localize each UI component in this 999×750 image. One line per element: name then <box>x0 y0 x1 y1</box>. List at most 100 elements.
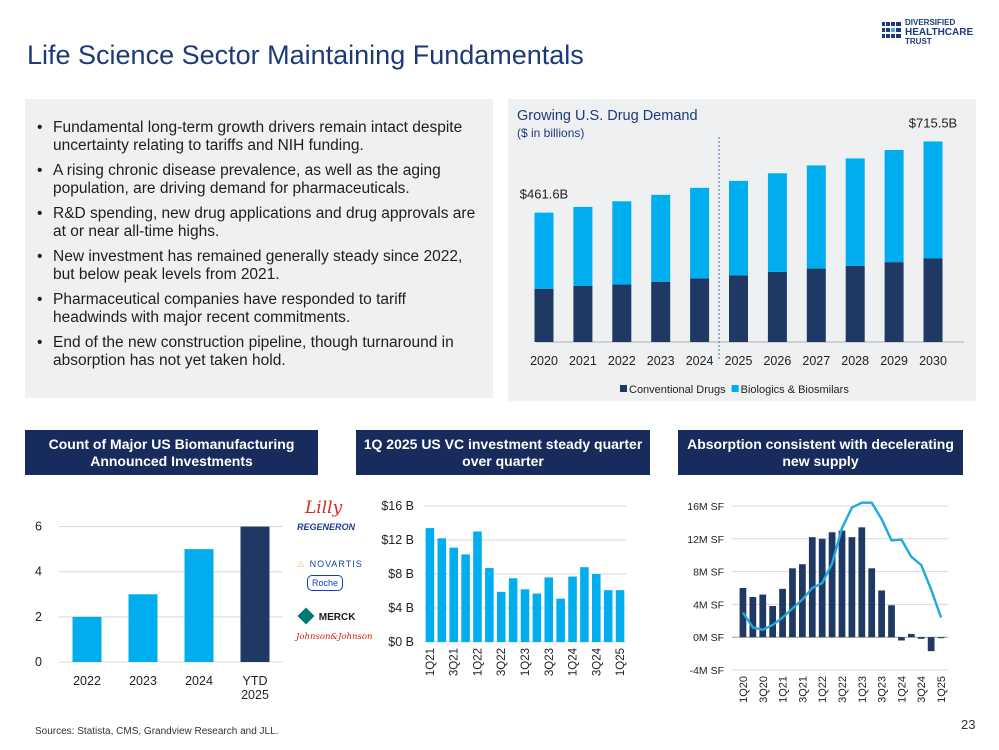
vc-bar <box>461 554 470 642</box>
abs-bar <box>937 637 945 639</box>
vc-x-tick: 3Q21 <box>449 648 461 676</box>
drug-x-tick: 2022 <box>608 354 636 368</box>
vc-bar <box>568 576 577 642</box>
abs-bar <box>818 538 826 638</box>
drug-bar-biologics <box>767 173 787 272</box>
vc-x-tick: 1Q24 <box>568 647 580 676</box>
vc-investment-chart: $0 B $4 B $8 B $12 B $16 B 1Q21 3Q21 1Q22 3Q22 1Q… <box>381 499 627 676</box>
abs-x-tick: 1Q22 <box>817 676 829 703</box>
abs-x-tick: 3Q22 <box>837 676 849 703</box>
abs-bar <box>888 605 895 638</box>
bullet-panel: Fundamental long-term growth drivers rem… <box>25 99 493 398</box>
drug-bar-conventional <box>534 288 554 342</box>
logo-line-1: DIVERSIFIED <box>905 18 956 27</box>
vc-x-tick: 1Q21 <box>425 648 437 676</box>
drug-bar-conventional <box>806 268 826 342</box>
drug-legend-swatch <box>731 385 739 392</box>
vc-bar <box>615 590 625 642</box>
abs-bar <box>917 637 925 639</box>
biomanufacturing-header: Count of Major US Biomanufacturing Annou… <box>25 430 318 475</box>
bio-x-tick: YTD <box>243 674 268 688</box>
vc-bar <box>556 598 565 642</box>
bio-bar <box>240 526 270 662</box>
drug-bar-conventional <box>729 275 748 342</box>
drug-bar-biologics <box>729 180 748 276</box>
drug-legend-label: Conventional Drugs <box>629 384 726 396</box>
vc-bar <box>520 589 530 642</box>
vc-y-tick: $12 B <box>381 533 414 547</box>
drug-bar-biologics <box>612 201 632 285</box>
page-number: 23 <box>961 717 976 732</box>
novartis-flame-icon: ♨ <box>297 559 307 569</box>
vc-bar <box>508 578 518 642</box>
drug-bar-biologics <box>806 165 826 269</box>
company-merck: MERCK <box>297 607 356 625</box>
drug-x-tick: 2025 <box>725 354 753 368</box>
drug-bar-conventional <box>651 281 671 342</box>
drug-x-tick: 2020 <box>530 354 558 368</box>
vc-y-tick: $4 B <box>388 601 414 615</box>
drug-x-tick: 2030 <box>919 354 947 368</box>
logo-line-2: HEALTHCARE <box>905 26 974 38</box>
company-logo: DIVERSIFIED HEALTHCARE TRUST <box>882 18 982 49</box>
abs-x-tick: 1Q25 <box>936 676 948 703</box>
vc-x-tick: 3Q22 <box>496 648 508 676</box>
drug-legend-swatch <box>620 385 627 392</box>
vc-bar <box>580 567 589 642</box>
bio-bar <box>72 616 102 662</box>
company-novartis-label: NOVARTIS <box>309 559 363 569</box>
vc-bar <box>496 591 506 642</box>
vc-y-tick: $8 B <box>388 567 414 581</box>
logo-grid-icon <box>882 22 901 38</box>
abs-x-tick: 3Q20 <box>758 676 770 703</box>
bullet-item: New investment has remained generally st… <box>35 248 479 284</box>
vc-x-tick: 1Q23 <box>520 648 532 676</box>
drug-bar-conventional <box>573 285 593 342</box>
drug-x-tick: 2024 <box>686 354 714 368</box>
bio-y-tick: 4 <box>35 565 42 579</box>
bio-x-tick: 2024 <box>185 674 213 688</box>
drug-bar-conventional <box>767 271 787 342</box>
vc-y-tick: $0 B <box>388 635 414 649</box>
drug-bar-biologics <box>884 150 904 263</box>
sources-footnote: Sources: Statista, CMS, Grandview Resear… <box>35 726 279 737</box>
drug-x-tick: 2029 <box>880 354 908 368</box>
drug-x-tick: 2028 <box>841 354 869 368</box>
drug-demand-chart: 2020 2021 2022 2023 2024 2025 2026 2027 2028 2029… <box>520 115 964 396</box>
abs-bar <box>927 637 935 652</box>
vc-investment-header: 1Q 2025 US VC investment steady quarter … <box>356 430 650 475</box>
bullet-item: Pharmaceutical companies have responded … <box>35 291 479 327</box>
drug-bar-biologics <box>651 194 671 282</box>
company-merck-label: MERCK <box>318 612 356 623</box>
absorption-chart: -4M SF 0M SF 4M SF 8M SF 12M SF 16M SF 1Q20 3Q2… <box>687 501 948 703</box>
bullet-item: Fundamental long-term growth drivers rem… <box>35 119 479 155</box>
abs-bar <box>858 527 866 638</box>
company-novartis: ♨ NOVARTIS <box>297 559 363 570</box>
vc-x-tick: 3Q24 <box>591 647 603 676</box>
vc-bar <box>544 577 554 642</box>
vc-x-tick: 1Q22 <box>472 648 484 676</box>
drug-bar-conventional <box>845 265 865 342</box>
bio-bar <box>128 594 158 662</box>
abs-y-tick: 4M SF <box>693 599 724 611</box>
vc-bar <box>603 590 613 642</box>
bio-x-tick: 2023 <box>129 674 157 688</box>
drug-x-tick: 2023 <box>647 354 675 368</box>
abs-x-tick: 1Q20 <box>738 676 750 703</box>
vc-bar <box>532 593 542 642</box>
vc-bar <box>449 547 458 642</box>
abs-y-tick: -4M SF <box>690 665 724 677</box>
vc-x-tick: 1Q25 <box>615 648 627 676</box>
abs-bar <box>769 606 777 638</box>
drug-x-tick: 2027 <box>802 354 830 368</box>
drug-bar-conventional <box>690 278 710 342</box>
abs-bar <box>759 594 767 638</box>
abs-bar <box>878 590 885 638</box>
abs-x-tick: 3Q24 <box>916 676 928 703</box>
bio-y-tick: 0 <box>35 655 42 669</box>
abs-bar <box>898 637 905 641</box>
abs-x-tick: 1Q23 <box>857 676 869 703</box>
bio-x-tick: 2022 <box>73 674 101 688</box>
abs-bar <box>828 532 836 638</box>
abs-bar <box>868 568 876 638</box>
